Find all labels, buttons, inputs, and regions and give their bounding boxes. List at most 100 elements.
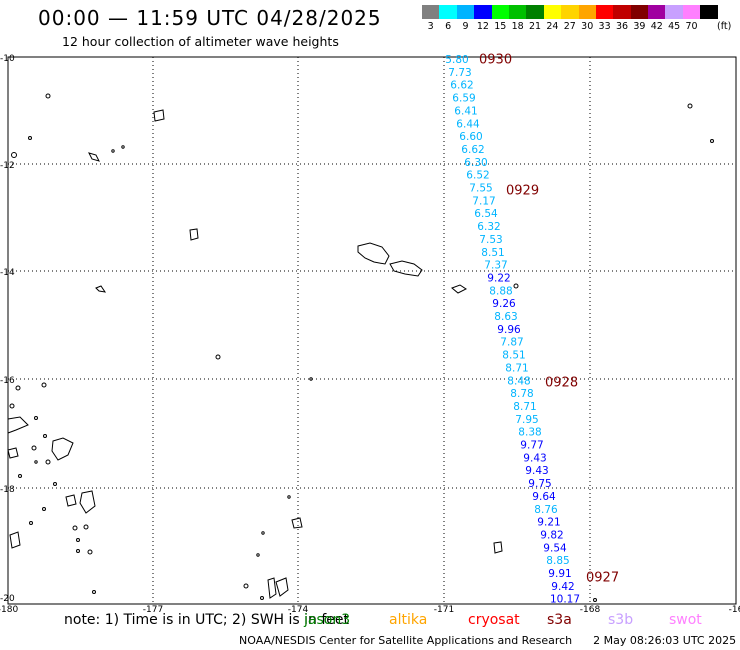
wave-height-label: 9.77: [520, 440, 543, 452]
wave-height-label: 9.22: [487, 272, 510, 284]
color-scale-label: 45: [668, 21, 681, 32]
color-scale-label: 9: [462, 21, 469, 32]
wave-height-label: 6.30: [464, 157, 487, 169]
island-outline: [267, 577, 277, 599]
island-outline: [65, 494, 77, 507]
map-subtitle: 12 hour collection of altimeter wave hei…: [62, 34, 339, 49]
island-outline: [189, 228, 199, 241]
wave-height-label: 7.53: [479, 234, 502, 246]
wave-height-label: 8.48: [507, 375, 530, 387]
color-scale-label: 24: [546, 21, 559, 32]
wave-height-label: 9.54: [543, 542, 567, 554]
island-outline: [79, 490, 96, 514]
time-label: 0928: [545, 376, 578, 391]
color-scale-label: 33: [598, 21, 611, 32]
color-swatch: [474, 5, 492, 19]
lon-tick-label: -174: [288, 605, 309, 615]
color-swatch: [543, 5, 562, 19]
islets: [9, 93, 714, 602]
satellite-legend-item: swot: [669, 612, 702, 628]
wave-height-label: 5.80: [445, 54, 468, 66]
color-swatch: [526, 5, 544, 19]
wave-height-label: 6.60: [459, 131, 482, 143]
wave-height-label: 7.37: [484, 260, 507, 272]
wave-height-label: 9.42: [551, 581, 574, 593]
wave-height-label: 6.54: [474, 208, 498, 220]
color-scale-label: 18: [511, 21, 524, 32]
island-outline: [51, 437, 74, 461]
lon-tick-label: -168: [580, 605, 601, 615]
wave-height-label: 8.85: [546, 555, 569, 567]
wave-height-label: 9.43: [525, 465, 548, 477]
wave-height-label: 7.87: [500, 337, 523, 349]
color-scale-labels: 3 6 9 12 15 18 21 24 27 30 33 36 39 42 45 70: [422, 21, 700, 32]
wave-height-label: 9.75: [528, 478, 551, 490]
island-outline: [357, 242, 390, 265]
lat-tick-label: -10: [0, 54, 15, 64]
lat-tick-label: -16: [0, 376, 15, 386]
wave-height-label: 10.17: [550, 594, 580, 606]
wave-height-label: 8.88: [489, 285, 512, 297]
lon-tick-label: -171: [434, 605, 454, 615]
color-swatch: [578, 5, 596, 19]
color-swatch: [561, 5, 579, 19]
color-scale-label: 42: [650, 21, 663, 32]
wave-height-label: 8.71: [505, 362, 528, 374]
color-scale-label: 39: [633, 21, 646, 32]
satellite-legend-item: s3b: [608, 612, 634, 628]
island-outline: [451, 284, 467, 294]
island-outline: [389, 260, 423, 277]
wave-height-label: 9.21: [537, 517, 560, 529]
lon-tick-label: -180: [0, 605, 18, 615]
lat-tick-label: -20: [0, 594, 15, 604]
wave-height-label: 8.51: [481, 247, 504, 259]
color-swatch: [682, 5, 701, 19]
color-swatch: [665, 5, 683, 19]
color-scale-label: 36: [615, 21, 629, 32]
wave-height-track: 5.807.736.626.596.416.446.606.626.306.52…: [445, 54, 580, 606]
wave-height-label: 6.62: [450, 80, 473, 92]
color-swatch: [613, 5, 631, 19]
color-scale-label: 3: [427, 21, 434, 32]
lat-tick-label: -12: [0, 161, 15, 171]
axis-ticks: -180 -177 -174 -171 -168 -16 -10 -12 -14 -16 -18 -2…: [0, 54, 740, 615]
time-labels: 0930 0929 0928 0927: [479, 53, 619, 586]
color-swatch: [630, 5, 649, 19]
island-outline: [153, 109, 165, 122]
satellite-legend-item: altika: [389, 612, 428, 628]
wave-height-label: 8.78: [510, 388, 533, 400]
color-scale-label: 15: [494, 21, 507, 32]
coastlines: [7, 109, 503, 599]
lon-tick-label: -16: [729, 605, 740, 615]
wave-height-label: 7.17: [472, 195, 495, 207]
wave-height-label: 7.95: [515, 414, 538, 426]
color-scale-label: 30: [581, 21, 594, 32]
wave-height-label: 9.91: [548, 568, 571, 580]
wave-height-label: 9.64: [532, 491, 556, 503]
lat-tick-label: -14: [0, 268, 15, 278]
wave-height-label: 6.41: [454, 105, 477, 117]
color-swatch: [595, 5, 614, 19]
footer-note: note: 1) Time is in UTC; 2) SWH is in fe…: [64, 612, 350, 628]
wave-height-label: 9.82: [540, 529, 563, 541]
time-label: 0927: [586, 571, 619, 586]
color-swatch: [648, 5, 666, 19]
color-scale-label: 12: [476, 21, 489, 32]
island-outline: [275, 577, 289, 597]
time-label: 0929: [506, 184, 539, 199]
wave-height-label: 6.44: [456, 118, 480, 130]
wave-height-label: 7.73: [448, 67, 471, 79]
color-swatch: [439, 5, 457, 19]
wave-height-label: 9.26: [492, 298, 516, 310]
wave-height-label: 6.59: [452, 93, 475, 105]
wave-height-label: 9.96: [497, 324, 521, 336]
island-outline: [9, 531, 21, 549]
color-swatch: [422, 5, 440, 19]
color-swatch: [491, 5, 509, 19]
map-grid: [8, 57, 736, 604]
wave-height-label: 6.32: [477, 221, 500, 233]
wave-height-label: 8.76: [534, 504, 558, 516]
lat-tick-label: -18: [0, 485, 15, 495]
map-frame: [7, 56, 737, 605]
